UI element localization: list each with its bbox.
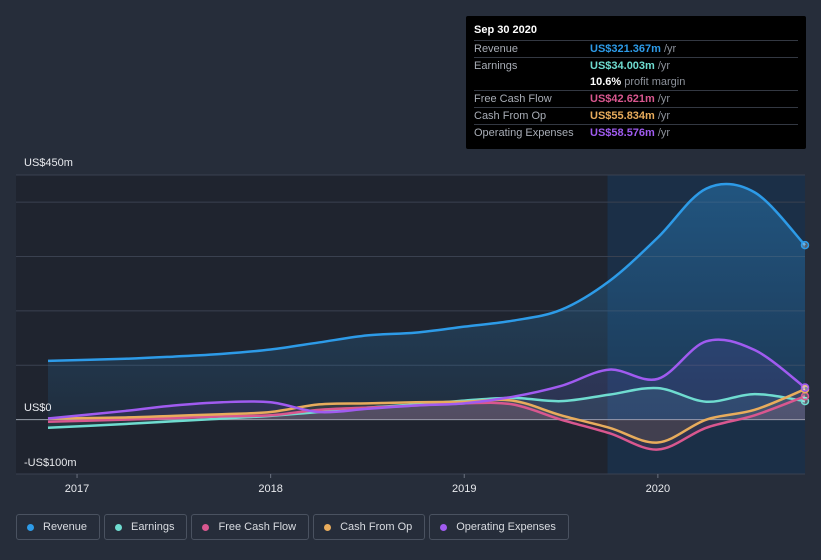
tooltip-row-unit: /yr: [663, 43, 677, 55]
financial-chart: US$450m US$0 -US$100m 2017 2018 2019 2020: [16, 157, 810, 495]
tooltip-row-unit: profit margin: [624, 76, 686, 88]
x-tick-label: 2019: [452, 483, 476, 495]
legend-item-cash-from-op[interactable]: Cash From Op: [313, 514, 426, 540]
y-axis-top-label: US$450m: [24, 157, 73, 169]
revenue-area: [48, 183, 805, 420]
chart-legend: Revenue Earnings Free Cash Flow Cash From O…: [16, 514, 569, 542]
tooltip-date: Sep 30 2020: [474, 24, 537, 36]
tooltip-row: Revenue US$321.367m/yr: [474, 40, 798, 57]
legend-item-earnings[interactable]: Earnings: [104, 514, 188, 540]
tooltip-row-value: US$42.621m: [590, 93, 655, 105]
legend-dot-icon: [440, 523, 448, 531]
free-cash-flow-end-point: [800, 392, 810, 401]
cash-from-op-line: [47, 388, 806, 444]
legend-dot-icon: [115, 523, 123, 531]
x-tick-label: 2017: [65, 483, 89, 495]
tooltip-row-label: Revenue: [474, 43, 519, 55]
x-tick-label: 2018: [258, 483, 282, 495]
tooltip-row: Cash From Op US$55.834m/yr: [474, 107, 798, 124]
legend-dot-icon: [27, 523, 34, 531]
legend-item-free-cash-flow[interactable]: Free Cash Flow: [191, 514, 310, 540]
legend-item-label: Free Cash Flow: [218, 521, 297, 533]
tooltip-row-unit: /yr: [657, 93, 671, 105]
tooltip-row-value: US$58.576m: [590, 127, 655, 139]
tooltip-row: Earnings US$34.003m/yr: [474, 57, 798, 74]
tooltip-row-value: US$321.367m: [590, 43, 661, 55]
tooltip-row-unit: /yr: [657, 60, 671, 72]
legend-item-label: Operating Expenses: [456, 521, 556, 533]
operating-expenses-line: [47, 338, 806, 420]
tooltip-row: 10.6% profit margin: [474, 74, 798, 90]
legend-item-operating-expenses[interactable]: Operating Expenses: [429, 514, 569, 540]
revenue-line: [47, 182, 806, 363]
legend-item-label: Revenue: [43, 521, 88, 533]
legend-item-label: Earnings: [131, 521, 175, 533]
tooltip-row-label: Earnings: [474, 60, 518, 72]
data-tooltip: Sep 30 2020 Revenue US$321.367m/yr Earning…: [466, 16, 806, 149]
tooltip-row: Operating Expenses US$58.576m/yr: [474, 124, 798, 141]
tooltip-row: Free Cash Flow US$42.621m/yr: [474, 90, 798, 107]
tooltip-row-unit: /yr: [657, 110, 671, 122]
revenue-end-point: [800, 240, 810, 250]
free-cash-flow-area: [48, 396, 805, 450]
tooltip-row-unit: /yr: [657, 127, 671, 139]
tooltip-row-label: Operating Expenses: [474, 127, 574, 139]
tooltip-row-value: 10.6%: [590, 76, 622, 88]
tooltip-row-label: Cash From Op: [474, 110, 547, 122]
legend-dot-icon: [324, 523, 332, 531]
tooltip-row-label: Free Cash Flow: [474, 93, 552, 105]
tooltip-row-value: US$34.003m: [590, 60, 655, 72]
y-axis-zero-label: US$0: [24, 402, 52, 414]
legend-item-label: Cash From Op: [340, 521, 413, 533]
operating-expenses-end-point: [800, 383, 810, 392]
y-axis-bottom-label: -US$100m: [24, 457, 77, 469]
legend-dot-icon: [202, 523, 210, 531]
x-tick-label: 2020: [646, 483, 670, 495]
tooltip-row-label: [474, 74, 590, 90]
operating-expenses-area: [48, 339, 805, 420]
tooltip-row-value: US$55.834m: [590, 110, 655, 122]
legend-item-revenue[interactable]: Revenue: [16, 514, 101, 540]
